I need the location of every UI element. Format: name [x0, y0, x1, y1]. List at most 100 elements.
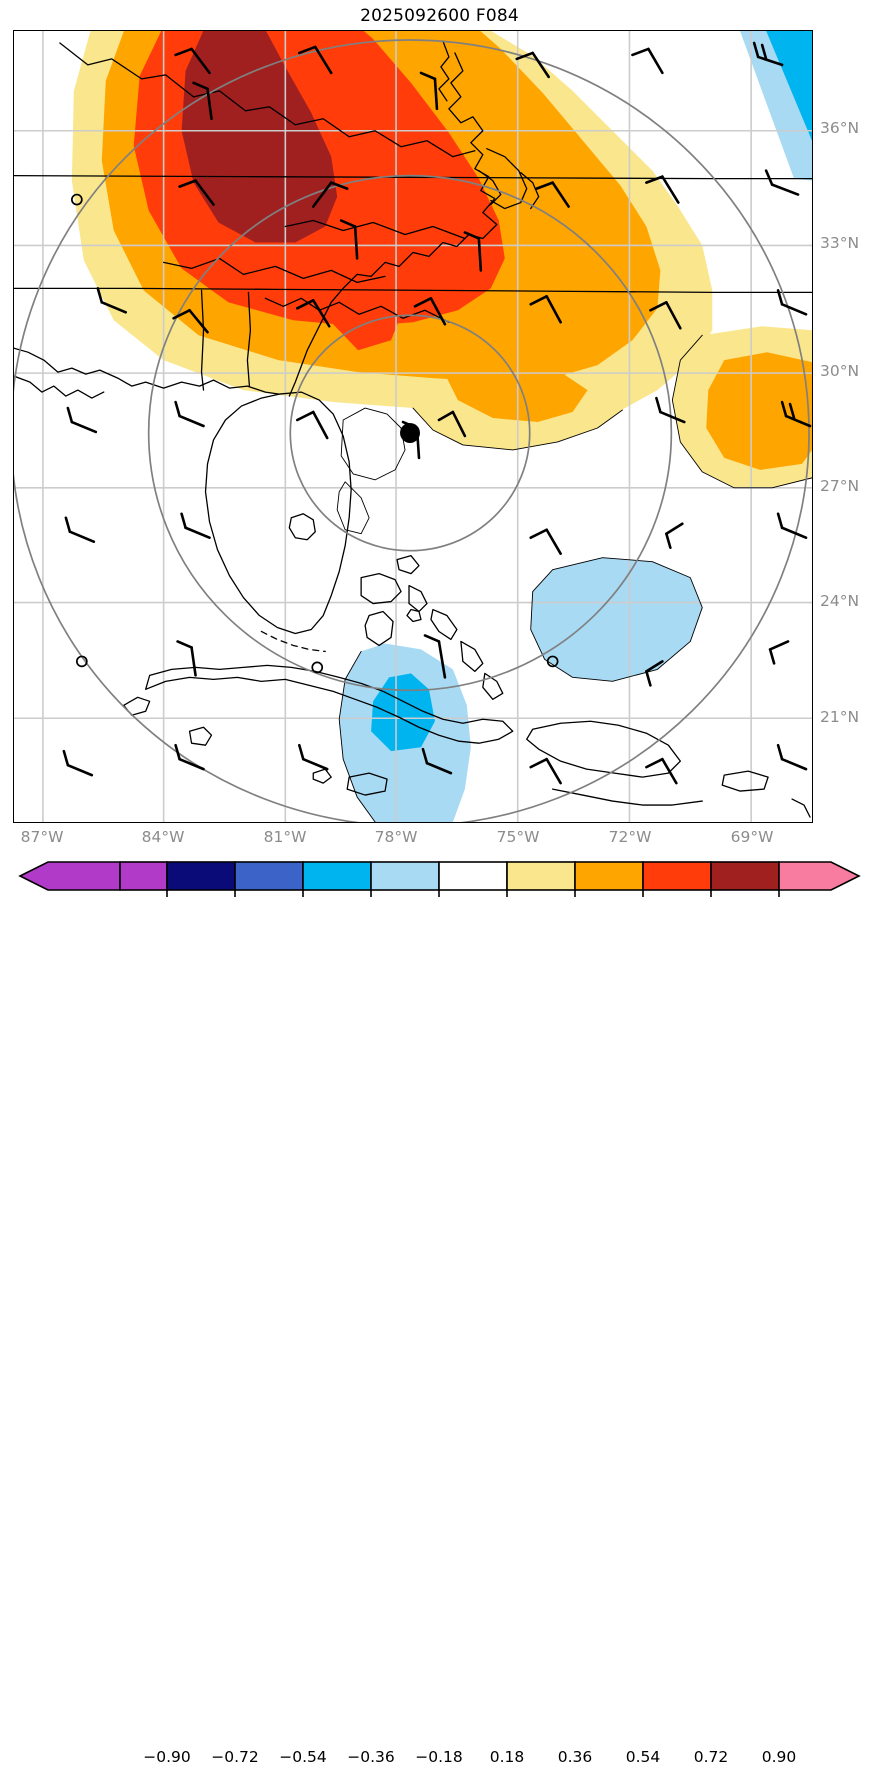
wind-barb [535, 181, 570, 208]
wind-barb-calm [311, 661, 324, 674]
lon-label-69w: 69°W [730, 828, 774, 846]
wind-barb [180, 512, 211, 540]
shade-region-cyan-ne-corner [766, 31, 812, 141]
colorbar-extend-high [778, 861, 861, 891]
wind-barb [752, 41, 784, 67]
wind-barb [463, 231, 483, 272]
shade-region-red-orange-lobe [331, 280, 406, 351]
shade-region-orange-east-atlantic [706, 352, 812, 470]
storm-center-marker [400, 423, 420, 443]
coastline-cape-hatteras [520, 171, 540, 210]
wind-barb [174, 743, 205, 771]
wind-barb [311, 181, 349, 208]
wind-barb [645, 175, 680, 204]
wind-barb [631, 47, 664, 75]
gridline-layer [14, 31, 812, 822]
border-state-line-mid-south [162, 257, 386, 284]
wind-barb [295, 410, 329, 440]
lon-label-87w: 87°W [20, 828, 64, 846]
border-state-line-carolina [264, 297, 450, 323]
range-ring-inner [289, 314, 531, 552]
wind-barb-calm [75, 655, 88, 668]
colorbar-tick-label: −0.54 [279, 1748, 327, 1766]
colorbar-swatch [506, 861, 576, 891]
wind-barb [665, 522, 684, 549]
coastline-small-island-a [406, 608, 422, 623]
lat-label-21n: 21°N [820, 708, 860, 726]
coastline-lake-okeechobee [288, 513, 316, 541]
wind-barb [529, 528, 562, 555]
wind-barb [297, 45, 333, 75]
colorbar-tick-label: −0.18 [415, 1748, 463, 1766]
colorbar-tick-label: 0.90 [761, 1748, 797, 1766]
wind-barb [64, 516, 96, 544]
wind-barb-calm [71, 193, 83, 206]
map-canvas [14, 31, 812, 822]
coastline-florida-keys [260, 630, 326, 653]
lat-label-27n: 27°N [820, 477, 860, 495]
coastline-bahamas-island-c [460, 640, 484, 673]
contour-edge-cuba-negative [338, 650, 376, 822]
border-state-line-horizontal-mid [14, 287, 812, 293]
colorbar-swatch [710, 861, 780, 891]
colorbar-extend-low [18, 861, 121, 891]
wind-barb [529, 295, 562, 324]
wind-barb [764, 169, 800, 196]
wind-barb [423, 634, 447, 679]
colorbar-swatch [574, 861, 644, 891]
wind-barb [62, 749, 94, 777]
wind-barb [66, 406, 98, 434]
wind-barb [515, 51, 550, 79]
contour-edge-east-atlantic [671, 334, 812, 489]
coastline-bahamas-island-a [408, 584, 428, 613]
wind-barb [295, 299, 331, 328]
coastline-bahamas-grand [360, 572, 402, 605]
shade-region-orange-lobe-south [442, 364, 588, 423]
coastline-outer-banks [486, 148, 528, 210]
wind-barb [339, 219, 359, 260]
coastline-hispaniola [526, 720, 681, 778]
coastline-florida-peninsula [204, 391, 352, 635]
range-ring-layer [14, 39, 810, 822]
contour-edge-central-atlantic [530, 557, 703, 682]
wind-barb [776, 743, 808, 771]
colorbar-tick-label: −0.72 [211, 1748, 259, 1766]
contour-edge-storm-local-south [336, 481, 370, 535]
wind-barb [421, 747, 453, 775]
lat-label-24n: 24°N [820, 592, 860, 610]
coastline-cuba [145, 664, 514, 744]
coastline-gulf-coast [14, 347, 215, 389]
lon-label-84w: 84°W [141, 828, 185, 846]
colorbar-swatch [234, 861, 304, 891]
border-state-vertical-georgia-west [246, 291, 252, 387]
coastline-isle-of-youth [188, 726, 213, 746]
colorbar-tick-label: 0.18 [489, 1748, 525, 1766]
wind-barb-calm [546, 655, 559, 668]
wind-barb [413, 297, 447, 326]
colorbar-swatch [438, 861, 508, 891]
coastline-louisiana-delta [14, 375, 105, 399]
lon-label-78w: 78°W [374, 828, 418, 846]
border-state-line-nc-sc [284, 219, 466, 240]
colorbar-tick-label: −0.90 [143, 1748, 191, 1766]
wind-barb [192, 81, 213, 121]
colorbar-swatch [166, 861, 236, 891]
wind-barb [174, 400, 205, 428]
shade-region-dark-red-core [181, 31, 338, 243]
wind-barb [297, 743, 329, 771]
wind-barb [529, 757, 562, 785]
colorbar-swatch [119, 861, 168, 891]
wind-barb [768, 640, 790, 665]
coastline-pamlico-sound [478, 169, 502, 206]
range-ring-middle [147, 174, 673, 692]
coastline-small-island-b [312, 768, 332, 784]
coastline-florida-panhandle [212, 379, 280, 395]
lat-label-33n: 33°N [820, 234, 860, 252]
coastline-cuba-west-tip [123, 696, 151, 716]
wind-barb-layer [62, 41, 812, 785]
colorbar-swatch [370, 861, 440, 891]
wind-barb [649, 301, 682, 330]
coastline-bahamas-andros [364, 610, 394, 647]
colorbar: −0.90 −0.72 −0.54 −0.36 −0.18 0.18 0.36 … [0, 858, 879, 1766]
wind-barb [776, 512, 808, 540]
